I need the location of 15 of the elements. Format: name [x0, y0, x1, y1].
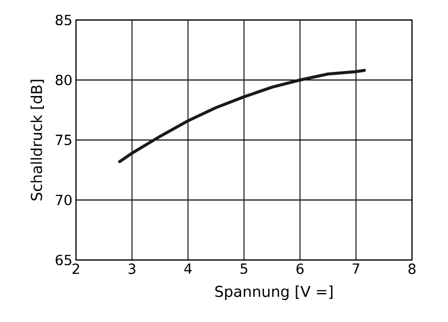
x-tick-label: 5 — [240, 264, 248, 274]
x-tick-label: 3 — [128, 264, 136, 274]
x-tick-label: 7 — [352, 264, 360, 274]
x-tick-label: 2 — [72, 264, 80, 274]
x-axis-title: Spannung [V =] — [215, 286, 332, 300]
x-tick-label: 4 — [184, 264, 192, 274]
line-series — [118, 68, 366, 164]
y-tick-label: 80 — [56, 74, 72, 86]
y-tick-label: 85 — [56, 14, 72, 26]
y-tick-label: 75 — [56, 134, 72, 146]
y-tick-label: 70 — [56, 194, 72, 206]
y-tick-label: 65 — [56, 254, 72, 266]
y-axis-title: Schalldruck [dB] — [30, 80, 44, 200]
x-tick-label: 8 — [408, 264, 416, 274]
x-tick-label: 6 — [296, 264, 304, 274]
